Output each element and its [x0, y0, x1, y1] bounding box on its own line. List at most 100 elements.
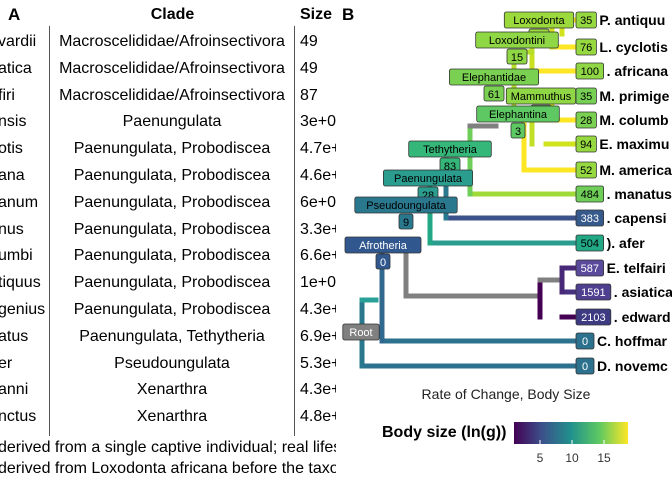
footnote-2: derived from Loxodonta africana before t…	[0, 460, 336, 477]
tip-rate-box	[575, 11, 597, 29]
legend-tick-label: 5	[537, 451, 544, 465]
clade-rate-box	[375, 253, 391, 270]
clade-rate-box	[510, 122, 526, 139]
row-species: anni	[0, 381, 29, 399]
row-clade: Macroscelididae/Afroinsectivora	[59, 86, 285, 104]
clade-rate-box	[398, 213, 414, 230]
row-species: atica	[0, 59, 32, 77]
tip-species-label: . capensi	[607, 210, 667, 226]
clade-name-box	[476, 105, 560, 123]
tip-rate-box	[575, 259, 605, 277]
clade-name: Elephantidae	[462, 72, 526, 84]
row-species: er	[0, 354, 13, 372]
tip-rate-box	[575, 135, 597, 153]
clade-name-box	[354, 196, 458, 214]
tip-rate-value: 35	[580, 15, 592, 27]
row-clade: Paenungulata, Probodiscea	[73, 140, 271, 158]
tip-rate-box	[575, 38, 597, 56]
row-size: 4.3e+	[300, 381, 336, 399]
row-size: 5.3e+	[300, 354, 336, 372]
clade-name-box	[449, 68, 539, 86]
row-size: 1e+0	[300, 274, 336, 292]
clade-name: Loxodontini	[489, 35, 545, 47]
clade-name: Loxodonta	[513, 15, 565, 27]
legend-title: Body size (ln(g))	[382, 424, 506, 441]
tip-rate-box	[575, 209, 605, 227]
row-species: otis	[0, 140, 23, 158]
tip-species-label: P. antiquu	[599, 12, 665, 28]
tip-rate-value: 76	[580, 42, 592, 54]
column-divider-left	[49, 26, 50, 436]
tip-species-label: . africana	[607, 63, 669, 79]
panel-b-tree: B 35 P. antiquu 76 L. cyclotis 100. africana…	[336, 0, 672, 480]
column-divider-right	[294, 26, 295, 436]
row-clade: Pseudoungulata	[114, 354, 230, 372]
tip-rate-value: 35	[580, 91, 592, 103]
clade-rate-box	[483, 85, 505, 102]
clade-rate-value: 9	[403, 217, 409, 229]
legend-ticks: 5 10 15	[537, 440, 611, 465]
panel-letter-b: B	[342, 5, 355, 24]
row-size: 4.7e+	[300, 140, 336, 158]
header-size: Size	[300, 6, 333, 23]
row-size: 4.3e+	[300, 301, 336, 318]
clade-name: Elephantina	[489, 109, 548, 121]
tip-rate-value: 0	[582, 336, 588, 348]
panel-letter-a: A	[8, 5, 21, 24]
clade-name-box	[408, 140, 492, 158]
clade-rate-value: 0	[380, 257, 386, 269]
row-species: nsis	[0, 113, 27, 131]
tip-rate-value: 504	[581, 238, 599, 250]
panel-a-table: A Clade Size vardii Macroscelididae/Afroi…	[0, 5, 336, 477]
footnote-1: derived from a single captive individual…	[0, 439, 336, 456]
row-size: 87	[300, 86, 318, 104]
row-size: 4.6e+	[300, 167, 336, 184]
tip-rate-value: 587	[581, 263, 599, 275]
clade-name-box	[505, 87, 577, 105]
tip-rate-value: 94	[580, 139, 592, 151]
row-size: 3.3e+	[300, 220, 336, 238]
row-size: 6e+0	[300, 193, 336, 211]
tip-species-label: . edward	[614, 309, 671, 325]
tip-species-label: M. columb	[599, 112, 668, 128]
row-clade: Macroscelididae/Afroinsectivora	[59, 33, 285, 50]
tip-species-label: . manatus	[607, 186, 672, 202]
tip-rate-value: 1591	[581, 287, 605, 299]
legend-colorbar	[514, 422, 628, 444]
row-clade: Xenarthra	[136, 381, 208, 399]
tip-rate-box	[575, 234, 605, 252]
tip-species-label: E. telfairi	[607, 260, 666, 276]
tip-species-label: ). afer	[607, 235, 646, 251]
tip-species-label: E. maximu	[599, 136, 669, 152]
row-clade: Paenungulata, Probodiscea	[73, 301, 271, 318]
tip-species-label: . asiatica	[614, 284, 672, 300]
row-clade: Xenarthra	[136, 408, 208, 426]
row-species: tiquus	[0, 274, 41, 292]
clade-rate-value: 15	[511, 52, 523, 64]
clade-name: Paenungulata	[394, 173, 463, 185]
row-species: ana	[0, 167, 25, 184]
tip-rate-value: 484	[581, 189, 599, 201]
tip-rate-value: 100	[581, 66, 599, 78]
clade-name: Tethytheria	[423, 144, 478, 156]
tip-rate-box	[575, 185, 605, 203]
row-clade: Paenungulata	[122, 113, 222, 131]
row-size: 49	[300, 33, 318, 50]
clade-name-box	[344, 236, 422, 254]
row-clade: Paenungulata, Probodiscea	[73, 167, 271, 184]
tip-species-label: C. hoffmar	[597, 333, 668, 349]
legend-tick-label: 10	[565, 451, 579, 465]
clade-rate-value: 3	[515, 126, 521, 138]
row-clade: Paenungulata, Probodiscea	[73, 193, 271, 211]
row-size: 4.8e+	[300, 408, 336, 426]
row-species: umbi	[0, 247, 33, 265]
tip-rate-box	[575, 308, 612, 326]
row-clade: Paenungulata, Tethytheria	[79, 327, 265, 345]
tip-rate-box	[575, 283, 612, 301]
clade-rate-value: 61	[488, 89, 500, 101]
tip-rate-box	[575, 161, 597, 179]
row-species: nus	[0, 220, 24, 238]
row-species: firi	[0, 86, 15, 104]
